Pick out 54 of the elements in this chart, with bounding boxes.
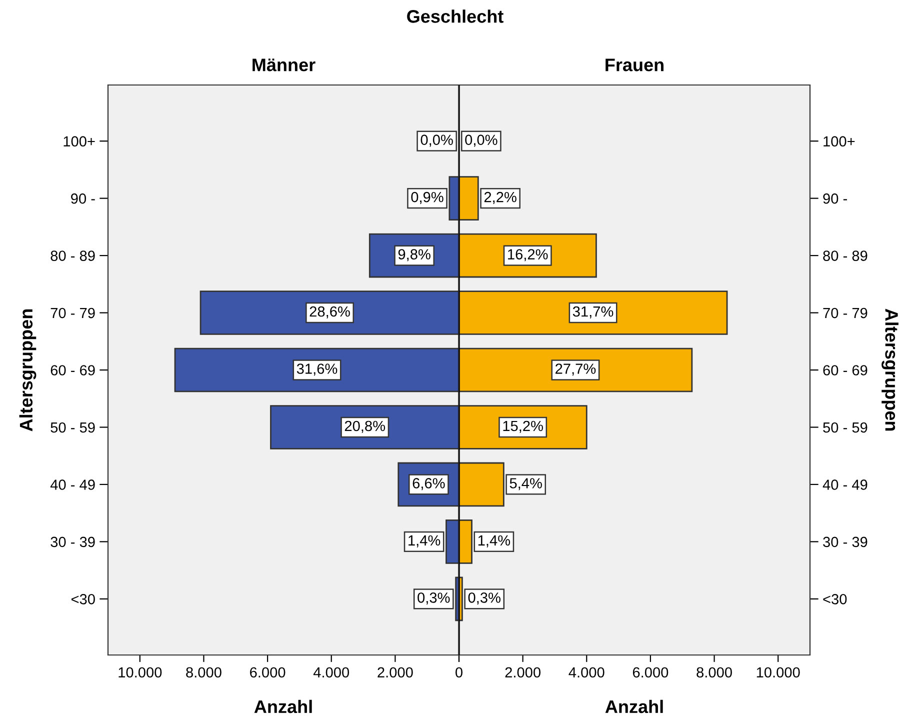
x-tick-label: 4.000 <box>568 667 604 678</box>
annotation: 31,7% <box>572 306 614 318</box>
y-tick-label: 90 - <box>71 193 95 204</box>
y-tick-label: 40 - 49 <box>822 480 868 490</box>
x-axis-title: Anzahl <box>254 700 312 714</box>
annotation: 0,0% <box>420 134 453 147</box>
annotation: 1,4% <box>408 535 440 548</box>
x-tick-label: 2.000 <box>505 667 540 678</box>
text: Geschlecht <box>407 10 504 23</box>
y-tick-label: 40 - 49 <box>50 480 95 490</box>
y-tick-label: 80 - 89 <box>823 250 868 261</box>
x-tick-label: 4.000 <box>313 667 350 678</box>
y-tick-label: 60 - 69 <box>823 365 868 376</box>
y-tick-label: 70 - 79 <box>50 308 95 318</box>
annotation: 9,8% <box>398 249 430 262</box>
x-tick-label: 6.000 <box>632 667 668 678</box>
x-tick-label: 0 <box>456 667 462 678</box>
y-tick-label: 50 - 59 <box>823 422 868 433</box>
y-tick-label: 100+ <box>824 136 855 147</box>
y-tick-label: 90 - <box>823 193 847 204</box>
annotation: 16,2% <box>508 249 548 262</box>
y-tick-label: 60 - 69 <box>50 365 95 376</box>
y-tick-label: 70 - 79 <box>823 308 868 318</box>
annotation: 27,7% <box>556 364 596 376</box>
annotation: 0,3% <box>468 592 500 605</box>
annotation: 0,3% <box>418 592 450 605</box>
annotation: 0,9% <box>411 192 444 204</box>
annotation: 31,6% <box>296 364 338 376</box>
x-tick-label: 6.000 <box>250 667 286 678</box>
x-tick-label: 8.000 <box>186 667 222 678</box>
chart-title: Männer <box>252 58 316 72</box>
annotation: 2,2% <box>484 192 516 204</box>
annotation: 6,6% <box>412 478 445 490</box>
y-axis-title: Altersgruppen <box>19 309 36 432</box>
y-axis-title: Altersgruppen <box>882 308 898 431</box>
annotation: 28,6% <box>310 306 350 318</box>
x-tick-label: 8.000 <box>696 667 732 678</box>
x-tick-label: 2.000 <box>378 667 413 678</box>
chart-title: Frauen <box>606 58 664 72</box>
x-tick-label: 10.000 <box>118 667 162 678</box>
y-tick-label: 100+ <box>64 136 95 147</box>
annotation: 0,0% <box>465 134 498 147</box>
annotation: 20,8% <box>344 420 386 433</box>
annotation: 1,4% <box>478 535 510 548</box>
y-tick-label: 30 - 39 <box>50 536 95 548</box>
y-tick-label: 50 - 59 <box>50 422 95 433</box>
y-tick-label: <30 <box>823 594 847 604</box>
x-axis-title: Anzahl <box>605 700 663 714</box>
x-tick-label: 10.000 <box>756 667 800 678</box>
annotation: 5,4% <box>510 478 542 490</box>
annotation: 15,2% <box>503 420 543 433</box>
y-tick-label: <30 <box>71 594 95 604</box>
y-tick-label: 30 - 39 <box>823 536 868 548</box>
y-tick-label: 80 - 89 <box>50 250 95 261</box>
